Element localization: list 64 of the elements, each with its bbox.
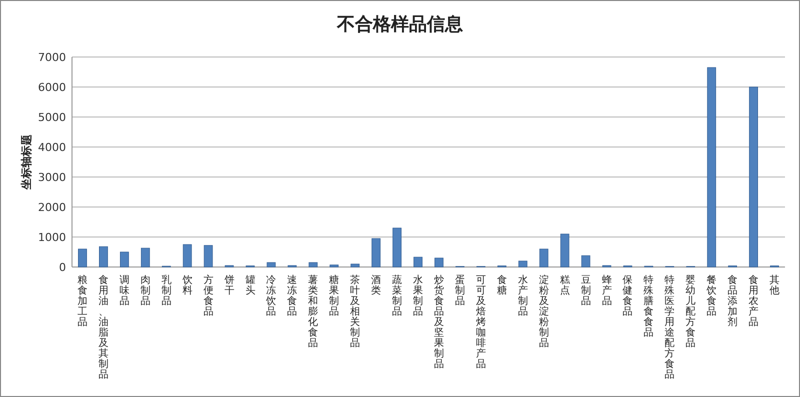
category-label: 炒货食品及坚果制品	[434, 275, 444, 370]
bar	[330, 264, 339, 268]
bar	[266, 262, 276, 268]
x-tick-label: 淀粉及淀粉制品	[538, 274, 549, 349]
bar	[707, 67, 716, 268]
x-tick-label: 其他	[770, 274, 780, 296]
x-tick-label: 水产制品	[518, 274, 528, 318]
x-tick-label: 食用农产品	[748, 274, 759, 328]
x-tick-label: 酒类	[371, 274, 382, 296]
x-tick-label: 茶叶及相关制品	[350, 274, 360, 349]
x-tick-label: 糖果制品	[329, 274, 340, 318]
x-tick-label: 餐饮食品	[706, 274, 717, 318]
x-tick-label: 粮食加工品	[77, 274, 88, 328]
x-tick-label: 蔬菜制品	[392, 274, 402, 318]
y-tick-label: 6000	[38, 81, 66, 94]
x-tick-label: 食品添加剂	[728, 274, 738, 328]
x-tick-label: 蜂产品	[602, 274, 612, 307]
y-tick-label: 3000	[38, 171, 66, 184]
x-tick-label: 调味品	[119, 274, 130, 307]
bar	[372, 238, 381, 268]
y-tick-label: 1000	[38, 231, 66, 244]
y-tick-label: 4000	[38, 141, 66, 154]
bar	[308, 262, 318, 268]
chart-title: 不合格样品信息	[336, 14, 463, 35]
bar	[392, 228, 402, 268]
x-tick-label: 方便食品	[203, 274, 214, 318]
x-tick-label: 罐头	[245, 275, 256, 296]
x-tick-label: 特殊膳食食品	[644, 274, 654, 338]
bar	[78, 248, 87, 268]
category-label: 特殊医学用途配方食品	[664, 275, 675, 380]
x-tick-label: 保健食品	[622, 275, 633, 318]
bar	[414, 256, 422, 268]
category-label: 食用油、油脂及其制品	[98, 275, 108, 380]
x-tick-label: 食糖	[496, 274, 507, 296]
bar	[560, 234, 570, 268]
y-tick-label: 2000	[38, 201, 66, 214]
x-tick-label: 婴幼儿配方食品	[686, 274, 696, 349]
x-tick-label: 冷冻饮品	[265, 274, 276, 318]
x-tick-label: 糕点	[560, 274, 570, 296]
bar	[140, 248, 150, 268]
category-label: 可可及焙烤咖啡产品	[476, 275, 486, 370]
bar	[749, 86, 758, 268]
bar	[120, 252, 129, 268]
x-tick-label: 薯类和膨化食品	[308, 274, 318, 349]
x-tick-label: 饮料	[181, 275, 192, 296]
x-tick-label: 肉制品	[140, 275, 150, 307]
x-tick-label: 速冻食品	[287, 274, 298, 318]
x-tick-label: 水果制品	[413, 274, 424, 318]
bar	[350, 264, 360, 268]
y-tick-label: 5000	[38, 111, 66, 124]
x-tick-label: 豆制品	[580, 275, 591, 307]
x-tick-label: 乳制品	[161, 274, 172, 307]
x-tick-label: 饼干	[223, 274, 234, 296]
bar	[581, 255, 590, 268]
bar	[518, 260, 528, 268]
bar	[182, 244, 192, 268]
bar	[204, 245, 213, 268]
y-tick-label: 7000	[38, 51, 66, 64]
bar	[434, 258, 444, 268]
bar	[539, 248, 548, 268]
y-tick-label: 0	[59, 261, 66, 274]
x-tick-label: 蛋制品	[454, 274, 465, 307]
y-axis-title: 坐标轴标题	[20, 134, 33, 190]
bar	[99, 246, 108, 268]
